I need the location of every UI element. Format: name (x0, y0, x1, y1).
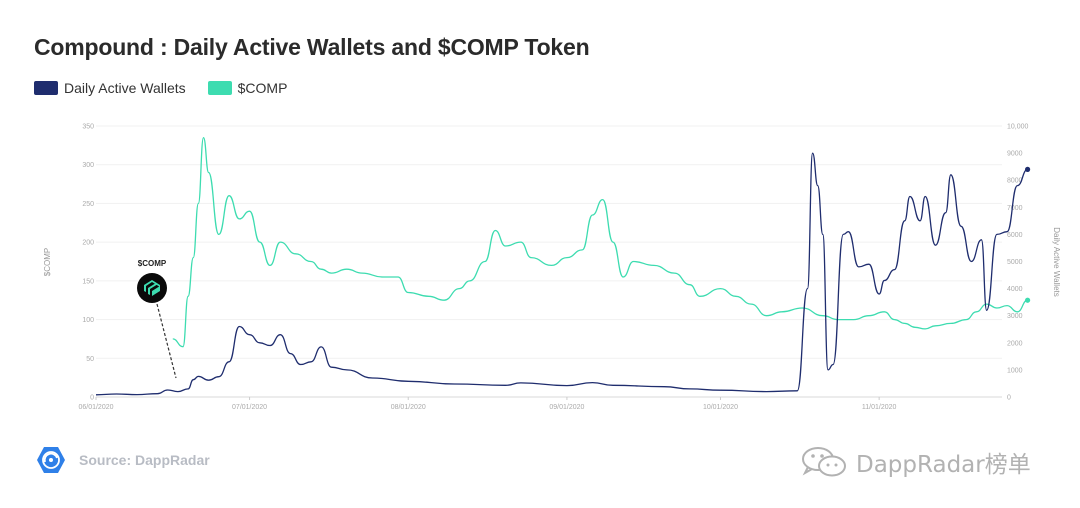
y-right-tick-label: 0 (1007, 395, 1011, 402)
source-text: Source: DappRadar (79, 452, 210, 468)
y-right-tick-label: 6000 (1007, 232, 1023, 239)
x-tick-label: 07/01/2020 (232, 404, 267, 411)
y-left-tick-label: 250 (82, 201, 94, 208)
y-right-tick-label: 3000 (1007, 313, 1023, 320)
y-axis-right-label: Daily Active Wallets (1052, 227, 1061, 297)
y-right-tick-label: 1000 (1007, 367, 1023, 374)
x-tick-label: 10/01/2020 (703, 404, 738, 411)
y-right-tick-label: 7000 (1007, 205, 1023, 212)
series-line-comp (172, 136, 1028, 348)
y-axis-left: 0 50 100 150 200 250 300 350 (82, 124, 94, 402)
legend-swatch-wallets (34, 81, 58, 95)
y-axis-right: 0 1000 2000 3000 4000 5000 6000 7000 8000 9000 10,… (1007, 124, 1029, 402)
series-lines (95, 136, 1031, 396)
chart-legend: Daily Active Wallets $COMP (34, 80, 309, 96)
source-area: Source: DappRadar (36, 445, 210, 475)
y-right-tick-label: 5000 (1007, 259, 1023, 266)
x-tick-label: 09/01/2020 (549, 404, 584, 411)
y-right-tick-label: 2000 (1007, 340, 1023, 347)
chart-title: Compound : Daily Active Wallets and $COM… (34, 34, 590, 60)
legend-label-comp: $COMP (237, 80, 288, 96)
watermark-text: DappRadar榜单 (856, 452, 1031, 478)
legend-swatch-comp (207, 81, 232, 95)
series-endpoint-comp (1024, 297, 1031, 303)
x-tick-label: 11/01/2020 (862, 404, 897, 411)
y-left-tick-label: 350 (82, 124, 94, 131)
x-tick-label: 08/01/2020 (391, 404, 426, 411)
y-right-tick-label: 10,000 (1007, 124, 1029, 131)
annotation-leader-line (156, 303, 177, 379)
y-right-tick-label: 4000 (1007, 286, 1023, 293)
x-axis: 06/01/2020 07/01/2020 08/01/2020 09/01/2020… (78, 396, 1002, 411)
y-left-tick-label: 50 (86, 356, 94, 363)
y-left-tick-label: 300 (82, 162, 94, 169)
comp-annotation: $COMP (137, 259, 177, 379)
y-right-tick-label: 8000 (1007, 178, 1023, 185)
dappradar-logo-icon (37, 447, 65, 473)
legend-item-wallets[interactable]: Daily Active Wallets (34, 80, 186, 96)
y-axis-left-label: $COMP (43, 248, 52, 276)
y-left-tick-label: 0 (90, 395, 94, 402)
wechat-icon (802, 447, 846, 477)
legend-label-wallets: Daily Active Wallets (64, 80, 186, 96)
annotation-label: $COMP (138, 259, 167, 268)
compound-logo-icon (137, 273, 167, 303)
y-right-tick-label: 9000 (1007, 151, 1023, 158)
series-line-wallets (95, 152, 1028, 396)
legend-item-comp[interactable]: $COMP (207, 80, 288, 96)
x-tick-label: 06/01/2020 (78, 404, 113, 411)
watermark: DappRadar榜单 (800, 445, 1031, 479)
y-left-tick-label: 100 (82, 317, 94, 324)
series-endpoint-wallets (1024, 166, 1031, 172)
y-left-tick-label: 150 (82, 278, 94, 285)
y-left-tick-label: 200 (82, 240, 94, 247)
